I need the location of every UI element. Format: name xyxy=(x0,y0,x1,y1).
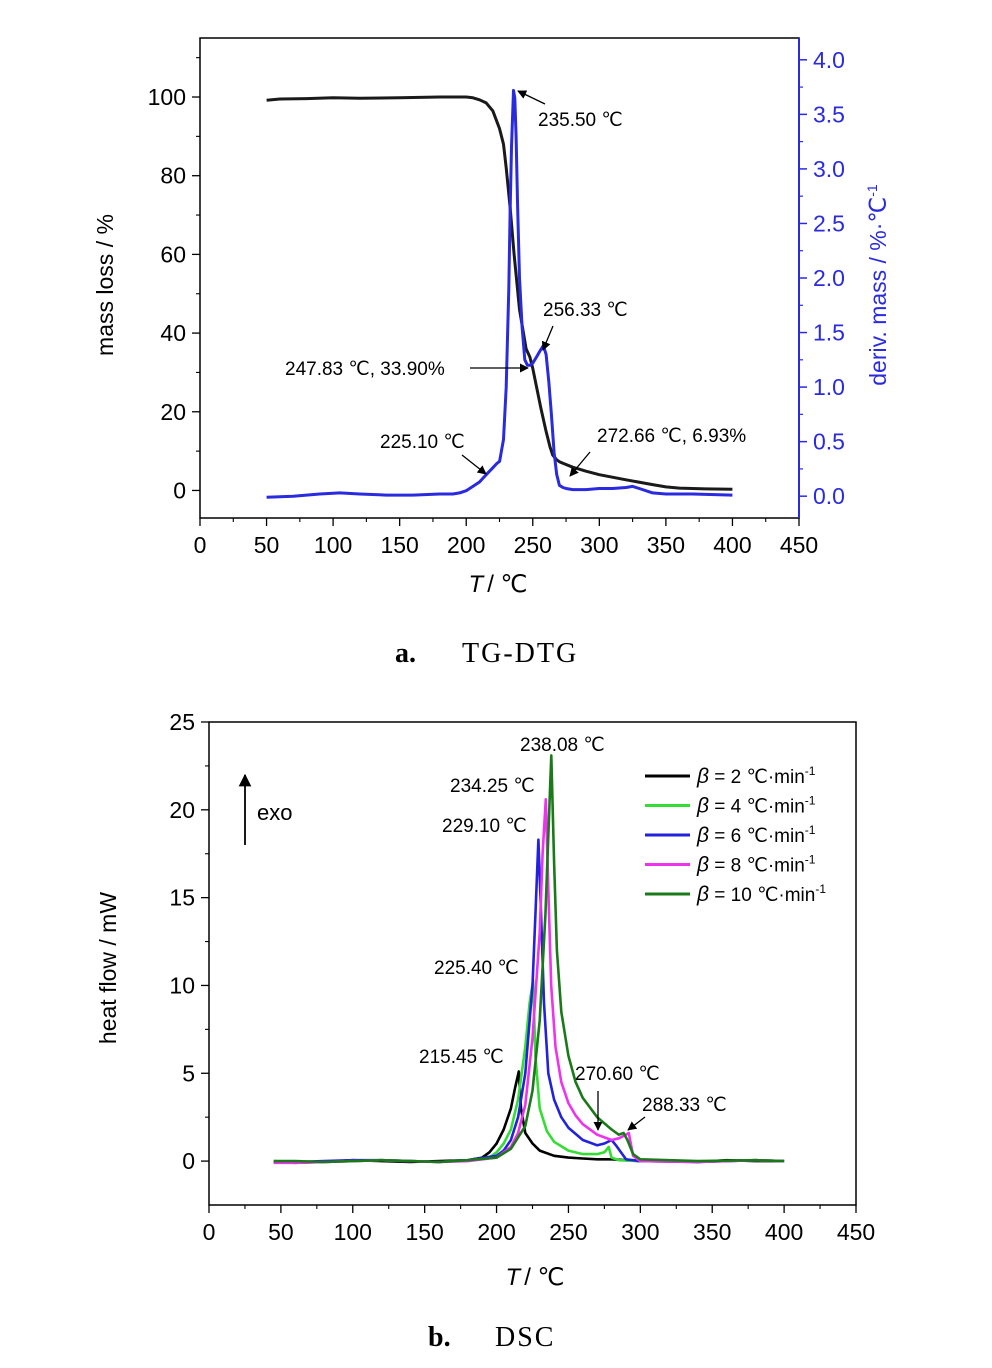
x-tick-label-b: 50 xyxy=(268,1219,294,1245)
y-tick-label-a: 40 xyxy=(160,320,186,346)
x-tick-label-b: 400 xyxy=(765,1219,803,1245)
tg-dtg-chart: 0 50 100 150 200 250 300 350 400 450 0 20 40 60 80 100… xyxy=(92,37,891,669)
y2-tick-label-a: 3.5 xyxy=(813,101,845,127)
x-axis-label-a: T / ℃ xyxy=(469,571,528,598)
annotation-peak-235: 235.50 ℃ xyxy=(538,110,623,131)
x-tick-label-a: 350 xyxy=(647,532,685,558)
y-tick-label-a: 60 xyxy=(160,241,186,267)
y2-tick-label-a: 0.0 xyxy=(813,483,845,509)
annotation-225: 225.40 ℃ xyxy=(434,958,519,979)
y-tick-label-a: 20 xyxy=(160,399,186,425)
x-tick-label-b: 100 xyxy=(334,1219,372,1245)
y-axis-label-a: mass loss / % xyxy=(92,214,118,356)
y-tick-label-b: 20 xyxy=(169,797,195,823)
dsc-curve-4 xyxy=(273,754,785,1164)
y2-tick-label-a: 4.0 xyxy=(813,47,845,73)
exo-indicator: exo xyxy=(238,773,292,845)
annotation-234: 234.25 ℃ xyxy=(450,776,535,797)
annotation-238: 238.08 ℃ xyxy=(520,735,605,756)
annotations-b: 238.08 ℃ 234.25 ℃ 229.10 ℃ 225.40 ℃ 215.… xyxy=(419,735,727,1131)
y-tick-label-a: 0 xyxy=(173,477,186,503)
annotation-229: 229.10 ℃ xyxy=(442,816,527,837)
x-tick-label-a: 100 xyxy=(314,532,352,558)
annotations-a: 235.50 ℃ 256.33 ℃ 247.83 ℃, 33.90% 225.1… xyxy=(285,90,746,477)
y-axis-left-a: 0 20 40 60 80 100 xyxy=(148,57,200,503)
panel-letter-a: a. xyxy=(395,638,416,669)
legend-label: β = 6 ℃·min-1 xyxy=(696,823,816,847)
dsc-chart: 0 50 100 150 200 250 300 350 400 450 0 5 10 15 20 25 h… xyxy=(95,709,875,1353)
x-tick-label-a: 50 xyxy=(254,532,280,558)
annotation-270: 270.60 ℃ xyxy=(575,1064,660,1085)
annotation-onset: 225.10 ℃ xyxy=(380,432,465,453)
x-tick-label-b: 300 xyxy=(621,1219,659,1245)
x-tick-label-b: 250 xyxy=(549,1219,587,1245)
y2-tick-label-a: 1.0 xyxy=(813,374,845,400)
legend-label: β = 8 ℃·min-1 xyxy=(696,853,816,877)
x-tick-label-b: 0 xyxy=(203,1219,216,1245)
x-tick-label-a: 300 xyxy=(580,532,618,558)
x-tick-label-a: 250 xyxy=(514,532,552,558)
tg-curve xyxy=(266,95,733,491)
x-tick-label-a: 400 xyxy=(713,532,751,558)
y-tick-label-b: 5 xyxy=(182,1060,195,1086)
y-tick-label-a: 80 xyxy=(160,163,186,189)
annotation-peak-256: 256.33 ℃ xyxy=(543,300,628,321)
y-tick-label-a: 100 xyxy=(148,84,186,110)
y-tick-label-b: 0 xyxy=(182,1148,195,1174)
x-axis-b: 0 50 100 150 200 250 300 350 400 450 xyxy=(203,1205,875,1245)
x-tick-label-b: 200 xyxy=(477,1219,515,1245)
y-tick-label-b: 25 xyxy=(169,709,195,735)
legend: β = 2 ℃·min-1 β = 4 ℃·min-1 β = 6 ℃·min-1 β… xyxy=(645,764,826,906)
annotation-215: 215.45 ℃ xyxy=(419,1047,504,1068)
x-axis-label-b: T / ℃ xyxy=(506,1264,565,1291)
annotation-288: 288.33 ℃ xyxy=(642,1095,727,1116)
y-axis-b: 0 5 10 15 20 25 xyxy=(169,709,209,1174)
y-tick-label-b: 10 xyxy=(169,972,195,998)
x-axis-a: 0 50 100 150 200 250 300 350 400 450 xyxy=(194,518,818,558)
x-tick-label-a: 200 xyxy=(447,532,485,558)
panel-title-b: DSC xyxy=(495,1322,555,1353)
x-tick-label-a: 0 xyxy=(194,532,207,558)
y-axis-label-b: heat flow / mW xyxy=(95,892,121,1044)
exo-label: exo xyxy=(257,800,292,825)
legend-label: β = 10 ℃·min-1 xyxy=(696,882,826,906)
dtg-curve xyxy=(266,88,733,499)
panel-title-a: TG-DTG xyxy=(462,638,578,669)
series-b xyxy=(273,754,785,1165)
x-tick-label-a: 150 xyxy=(380,532,418,558)
y-tick-label-b: 15 xyxy=(169,885,195,911)
panel-letter-b: b. xyxy=(428,1322,451,1353)
annotation-end: 272.66 ℃, 6.93% xyxy=(597,426,746,447)
y-axis-right-a: 0.0 0.5 1.0 1.5 2.0 2.5 3.0 3.5 4.0 xyxy=(798,38,845,518)
x-tick-label-b: 450 xyxy=(837,1219,875,1245)
y2-tick-label-a: 2.5 xyxy=(813,210,845,236)
y2-axis-label-a: deriv. mass / %·℃-1 xyxy=(864,184,891,386)
series-a xyxy=(266,88,733,499)
legend-label: β = 4 ℃·min-1 xyxy=(696,794,816,818)
y2-tick-label-a: 2.0 xyxy=(813,265,845,291)
y2-tick-label-a: 0.5 xyxy=(813,429,845,455)
dsc-curve-0 xyxy=(273,1070,785,1165)
x-tick-label-b: 350 xyxy=(693,1219,731,1245)
x-tick-label-b: 150 xyxy=(405,1219,443,1245)
y2-tick-label-a: 1.5 xyxy=(813,320,845,346)
legend-label: β = 2 ℃·min-1 xyxy=(696,764,816,788)
annotation-inflection: 247.83 ℃, 33.90% xyxy=(285,359,445,380)
x-tick-label-a: 450 xyxy=(780,532,818,558)
y2-tick-label-a: 3.0 xyxy=(813,156,845,182)
